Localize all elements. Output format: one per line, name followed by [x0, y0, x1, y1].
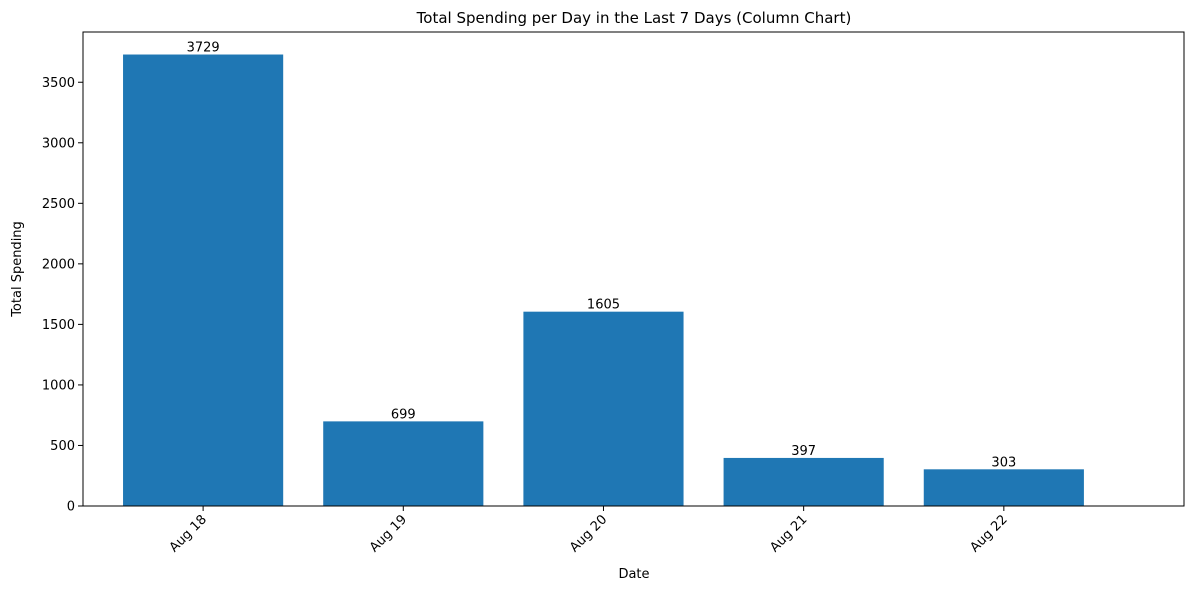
bar-aug-18 — [123, 54, 284, 507]
y-tick-label: 1000 — [42, 378, 75, 393]
x-tick-label: Aug 22 — [967, 512, 1010, 555]
bar-aug-19 — [323, 421, 484, 506]
bars-group — [123, 54, 1084, 507]
x-tick-label: Aug 21 — [767, 512, 810, 555]
y-tick-label: 2000 — [42, 257, 75, 272]
plot-frame — [82, 31, 1185, 507]
y-tick-label: 2500 — [42, 197, 75, 212]
bar-value-label: 699 — [391, 407, 416, 422]
bar-value-label: 1605 — [587, 298, 620, 313]
y-tick-label: 0 — [67, 500, 75, 515]
y-tick-label: 500 — [50, 439, 75, 454]
bar-aug-22 — [923, 469, 1084, 506]
y-axis-ticks: 0 500 1000 1500 2000 2500 3000 3500 — [42, 76, 83, 515]
bar-value-label: 397 — [791, 444, 816, 459]
y-axis-label: Total Spending — [10, 221, 25, 318]
bar-value-labels: 3729 699 1605 397 303 — [187, 41, 1017, 471]
bar-aug-20 — [523, 311, 684, 506]
y-tick-label: 3500 — [42, 76, 75, 91]
x-tick-label: Aug 18 — [167, 512, 210, 555]
bar-value-label: 303 — [991, 455, 1016, 470]
y-tick-label: 1500 — [42, 318, 75, 333]
y-tick-label: 3000 — [42, 136, 75, 151]
x-axis-label: Date — [618, 567, 649, 582]
bar-aug-21 — [723, 457, 884, 506]
x-tick-label: Aug 19 — [367, 512, 410, 555]
bar-value-label: 3729 — [187, 41, 220, 56]
x-tick-label: Aug 20 — [567, 512, 610, 555]
x-axis-ticks: Aug 18 Aug 19 Aug 20 Aug 21 Aug 22 — [167, 506, 1011, 555]
chart-title: Total Spending per Day in the Last 7 Day… — [416, 9, 852, 27]
